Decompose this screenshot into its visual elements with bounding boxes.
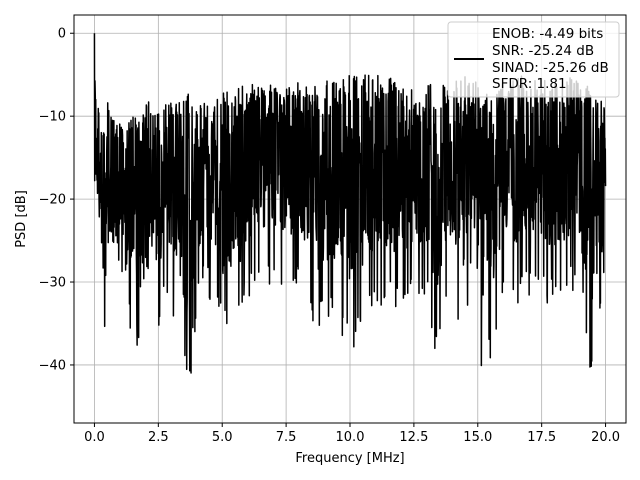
legend-line-sinad: SINAD: -25.26 dB xyxy=(492,60,609,76)
x-tick-label: 17.5 xyxy=(527,430,556,445)
x-tick-label: 7.5 xyxy=(276,430,297,445)
legend-line-enob: ENOB: -4.49 bits xyxy=(492,26,603,42)
x-tick-label: 15.0 xyxy=(463,430,492,445)
x-tick-label: 5.0 xyxy=(212,430,233,445)
y-tick-label: −30 xyxy=(39,276,66,291)
x-axis-label: Frequency [MHz] xyxy=(295,451,404,466)
legend-line-sfdr: SFDR: 1.81 xyxy=(492,76,567,92)
legend-box xyxy=(447,21,620,98)
x-tick-label: 10.0 xyxy=(336,430,365,445)
psd-trace xyxy=(93,33,607,374)
x-axis-ticks: 0.0 2.5 5.0 7.5 10.0 12.5 15.0 17.5 20.0 xyxy=(84,423,620,445)
y-tick-label: 0 xyxy=(58,27,66,42)
x-tick-label: 20.0 xyxy=(591,430,620,445)
x-tick-label: 12.5 xyxy=(399,430,428,445)
legend-line-snr: SNR: -25.24 dB xyxy=(492,43,594,59)
y-axis-ticks: 0 −10 −20 −30 −40 xyxy=(39,27,74,373)
psd-series-line xyxy=(93,33,607,374)
y-tick-label: −10 xyxy=(39,110,66,125)
y-axis-label: PSD [dB] xyxy=(14,190,29,248)
y-tick-label: −40 xyxy=(39,358,66,373)
x-tick-label: 0.0 xyxy=(84,430,105,445)
y-tick-label: −20 xyxy=(39,193,66,208)
legend: ENOB: -4.49 bits SNR: -25.24 dB SINAD: -… xyxy=(447,21,620,98)
x-tick-label: 2.5 xyxy=(148,430,169,445)
